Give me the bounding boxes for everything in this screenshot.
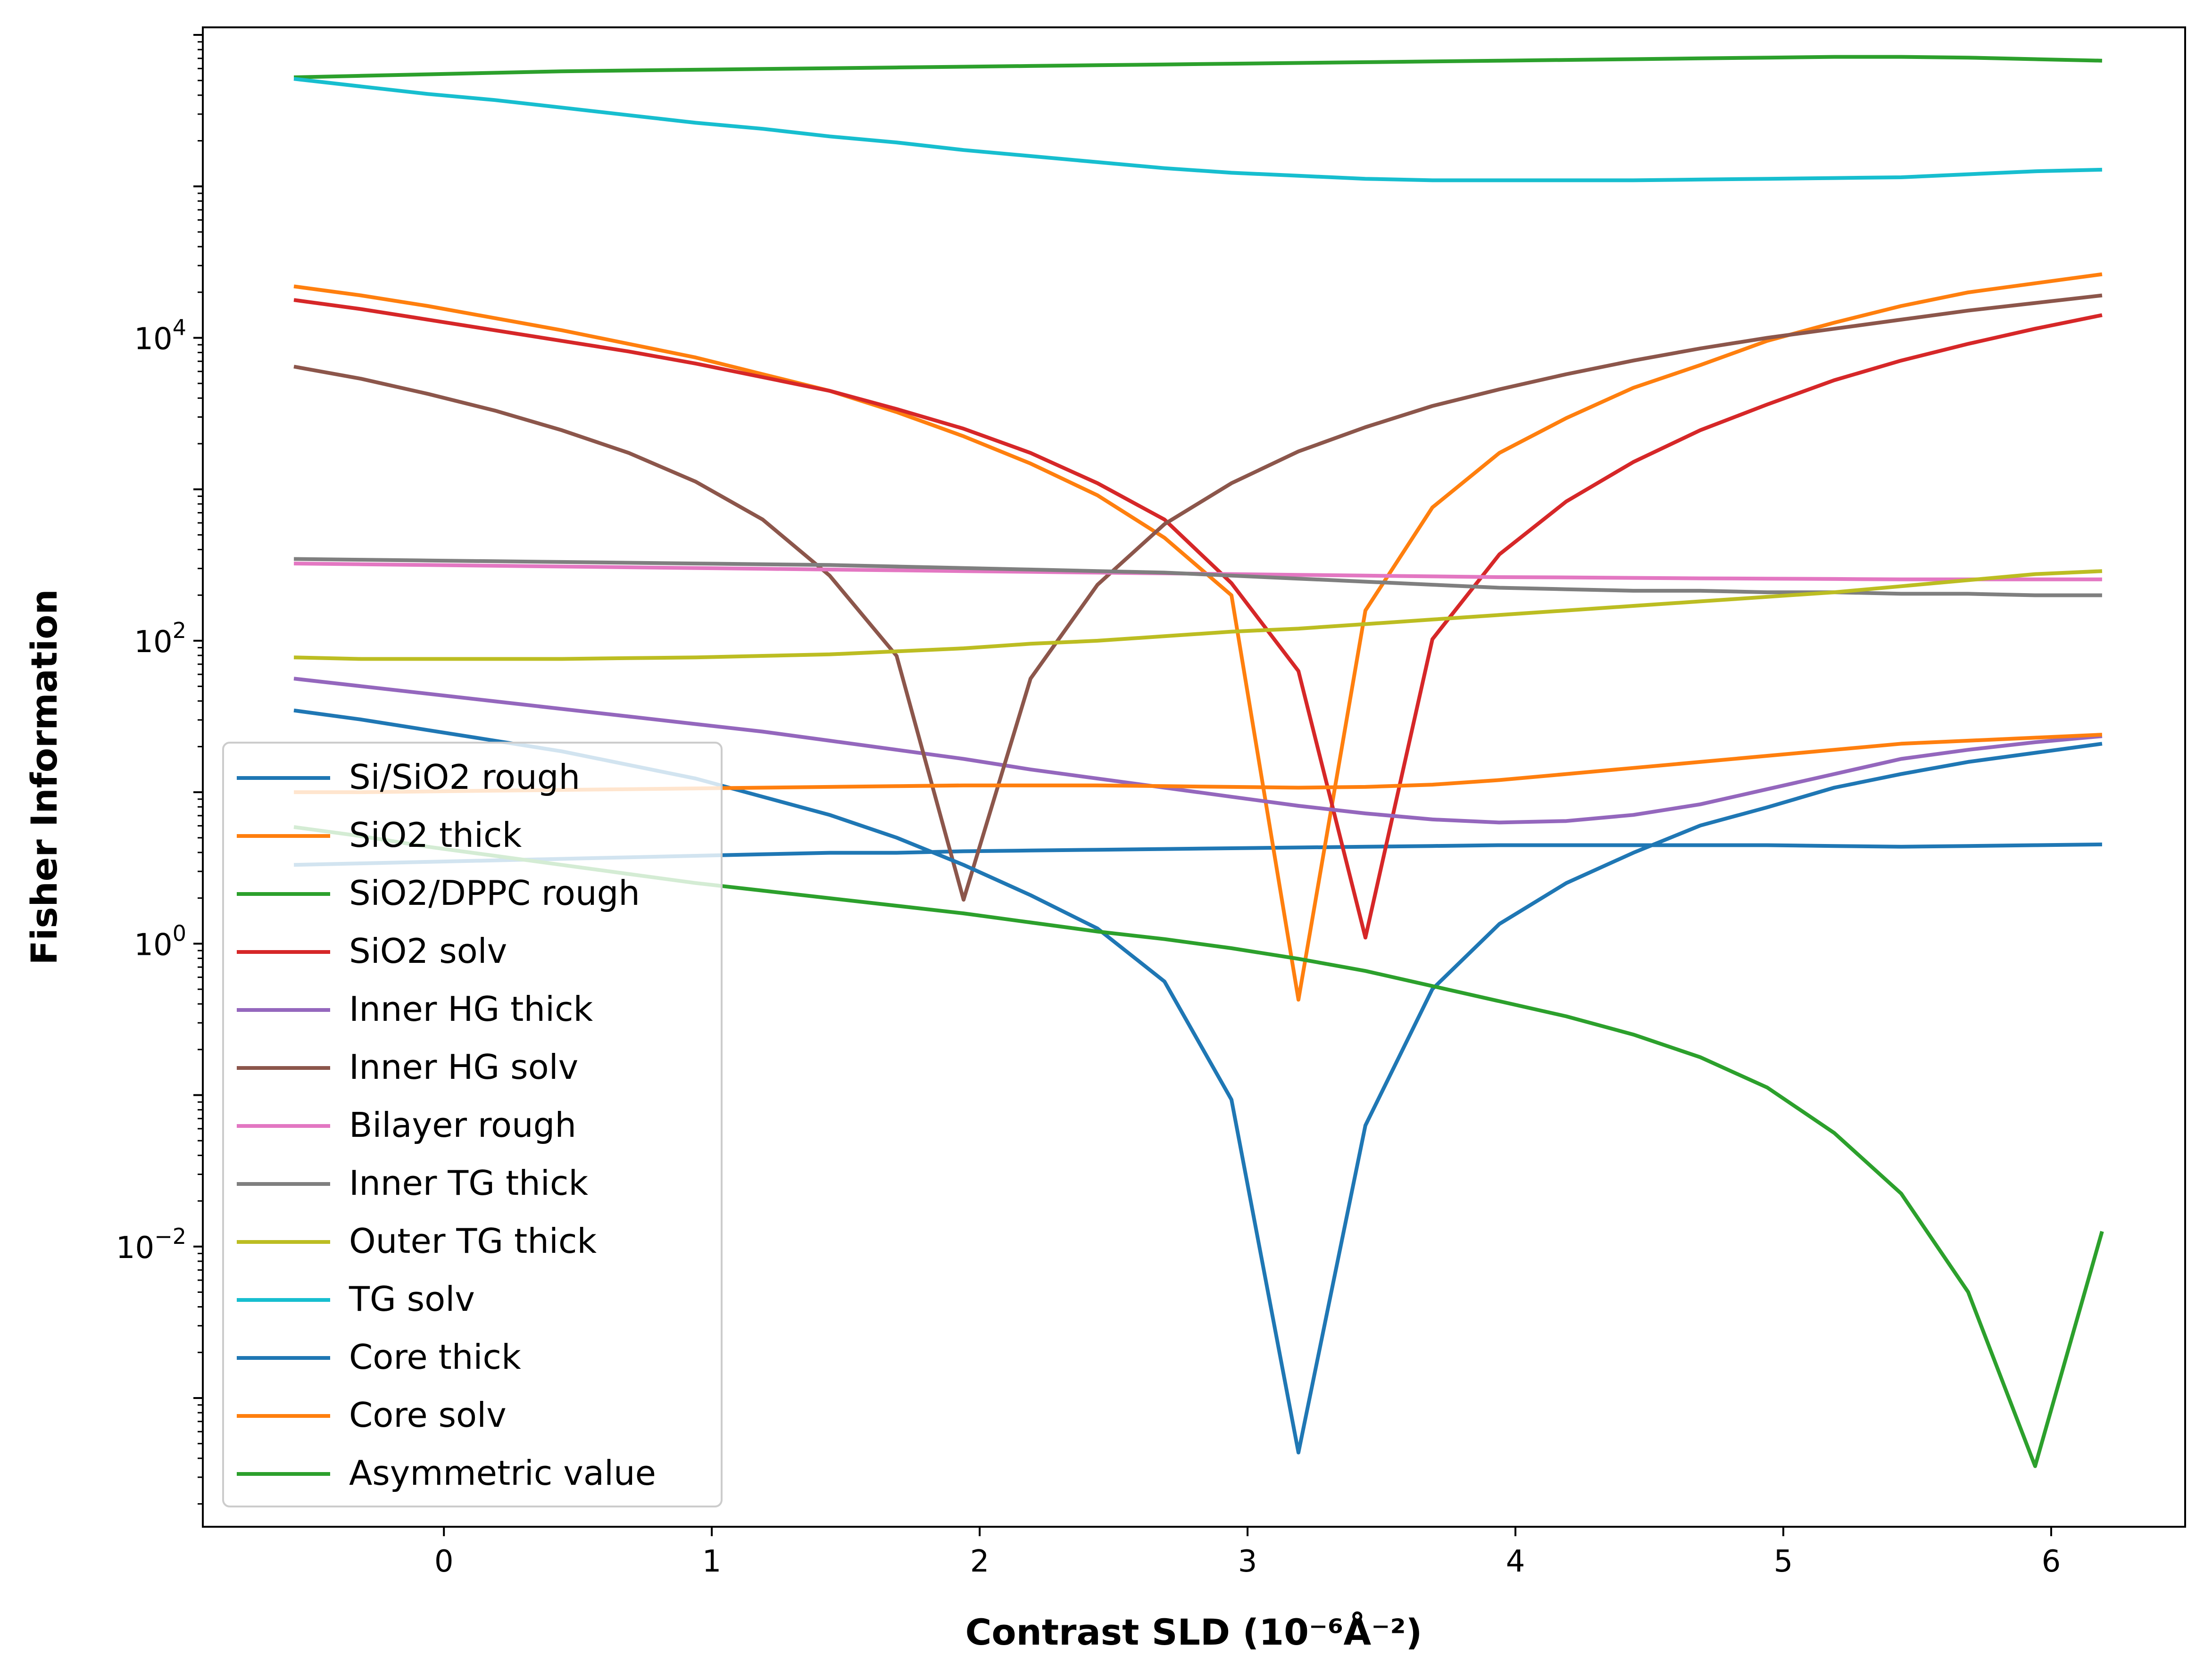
y-tick-exponent: 2 [173,618,186,643]
y-tick-label: 102 [134,618,186,660]
y-tick-base: 10 [134,322,172,356]
legend-label-10: Core thick [349,1337,521,1377]
series-line-5 [293,293,2103,902]
x-axis: 0 1 2 3 4 5 6 [434,1527,2061,1579]
legend-label-2: SiO2/DPPC rough [349,873,640,913]
x-axis-label: Contrast SLD (10⁻⁶Å⁻²) [965,1611,1422,1653]
x-tick-label: 0 [434,1544,454,1579]
legend-label-11: Core solv [349,1395,507,1435]
x-tick-label: 5 [1774,1544,1793,1579]
y-tick-exponent: −2 [154,1224,186,1249]
x-tick-label: 4 [1506,1544,1525,1579]
legend-label-3: SiO2 solv [349,931,507,971]
y-tick-exponent: 4 [173,314,186,340]
x-tick-label: 1 [702,1544,722,1579]
legend-label-7: Inner TG thick [349,1163,588,1203]
y-axis-label: Fisher Information [23,589,65,965]
x-tick-label: 3 [1238,1544,1257,1579]
legend: Si/SiO2 rough SiO2 thick SiO2/DPPC rough Si… [222,742,723,1507]
legend-label-4: Inner HG thick [349,989,593,1029]
legend-box [222,742,723,1507]
y-tick-label: 104 [134,314,186,356]
y-tick-exponent: 0 [173,920,186,946]
series-line-4 [293,677,2103,825]
y-tick-base: 10 [134,927,172,962]
series-line-2 [294,55,2102,79]
series-line-7 [294,557,2102,597]
y-tick-base: 10 [116,1231,154,1266]
y-tick-base: 10 [134,625,172,660]
series-line-9 [293,77,2102,182]
series-line-8 [294,569,2103,661]
y-tick-label: 100 [134,920,186,962]
legend-label-8: Outer TG thick [349,1221,597,1261]
series-line-3 [293,298,2103,940]
plot-frame [202,26,2186,1528]
legend-label-9: TG solv [349,1279,475,1319]
legend-label-12: Asymmetric value [349,1453,656,1493]
legend-label-1: SiO2 thick [349,815,522,855]
y-tick-label: 10−2 [116,1224,186,1266]
x-tick-label: 2 [970,1544,990,1579]
legend-label-0: Si/SiO2 rough [349,757,580,797]
legend-label-5: Inner HG solv [349,1047,578,1087]
x-tick-label: 6 [2042,1544,2061,1579]
legend-label-6: Bilayer rough [349,1105,576,1145]
